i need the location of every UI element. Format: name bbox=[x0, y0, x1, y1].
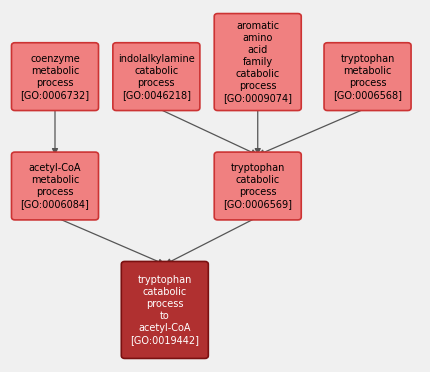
FancyBboxPatch shape bbox=[12, 152, 98, 220]
FancyBboxPatch shape bbox=[12, 43, 98, 110]
Text: tryptophan
metabolic
process
[GO:0006568]: tryptophan metabolic process [GO:0006568… bbox=[332, 54, 401, 100]
FancyBboxPatch shape bbox=[214, 13, 301, 110]
Text: acetyl-CoA
metabolic
process
[GO:0006084]: acetyl-CoA metabolic process [GO:0006084… bbox=[21, 163, 89, 209]
Text: indolalkylamine
catabolic
process
[GO:0046218]: indolalkylamine catabolic process [GO:00… bbox=[118, 54, 194, 100]
Text: tryptophan
catabolic
process
to
acetyl-CoA
[GO:0019442]: tryptophan catabolic process to acetyl-C… bbox=[130, 275, 199, 345]
FancyBboxPatch shape bbox=[121, 262, 208, 359]
FancyBboxPatch shape bbox=[214, 152, 301, 220]
FancyBboxPatch shape bbox=[323, 43, 410, 110]
Text: aromatic
amino
acid
family
catabolic
process
[GO:0009074]: aromatic amino acid family catabolic pro… bbox=[223, 21, 292, 103]
Text: coenzyme
metabolic
process
[GO:0006732]: coenzyme metabolic process [GO:0006732] bbox=[20, 54, 89, 100]
Text: tryptophan
catabolic
process
[GO:0006569]: tryptophan catabolic process [GO:0006569… bbox=[223, 163, 292, 209]
FancyBboxPatch shape bbox=[113, 43, 200, 110]
